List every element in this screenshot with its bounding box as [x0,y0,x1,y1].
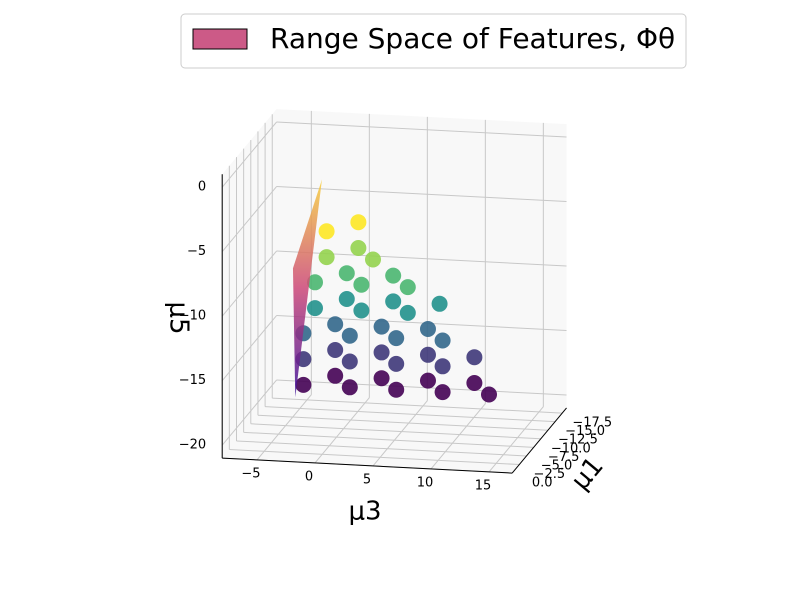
axis-line [222,457,513,474]
z-tick-label: −5 [187,244,206,259]
point [327,316,344,333]
grid-line [236,440,527,457]
point [365,251,381,268]
point [481,386,497,403]
x-tick-label: −5 [241,466,260,481]
point [338,291,355,308]
point [318,223,335,240]
grid-line [276,186,567,203]
grid-line [229,449,520,466]
z-tick-label: −10 [179,309,206,324]
grid-line [488,406,544,473]
point [327,367,344,384]
grid-line [221,250,277,317]
point [350,214,367,231]
x-tick-label: 15 [475,478,492,493]
point [338,265,355,282]
x-axis-label: μ3 [348,497,381,527]
z-tick-label: −20 [179,438,206,453]
grid-line [221,379,277,446]
y-tick-label: −15.0 [565,424,605,439]
grid-line [221,315,277,382]
legend-box [180,13,687,69]
grid-line [314,397,370,464]
x-tick-label: 10 [417,475,434,490]
point [419,321,436,338]
point [350,240,367,257]
point [388,381,405,398]
point [419,372,436,389]
point [399,304,416,321]
y-tick-label: −2.5 [534,467,566,482]
grid-line [257,414,548,431]
y-tick-label: −12.5 [558,433,598,448]
point [373,318,390,335]
grid-line [265,406,556,423]
y-tick-label: −5.0 [541,458,573,473]
point [353,276,370,293]
grid-line [250,423,541,440]
z-axis-label: μ5 [164,301,194,334]
grid-line [272,397,563,414]
grid-line [221,121,277,188]
legend-label: Range Space of Features, Φθ [270,22,675,55]
y-tick-label: −7.5 [548,450,580,465]
grid-line [276,379,567,396]
y-tick-label: 0.0 [532,476,553,491]
point [341,379,358,396]
point [466,349,483,366]
grid-line [256,394,312,461]
x-tick-label: 5 [363,472,371,487]
point [388,330,405,347]
x-tick-label: 0 [305,469,313,484]
point [419,346,436,363]
point [341,327,358,344]
point [434,358,451,375]
grid-line [372,400,428,467]
z-tick-label: −15 [179,373,206,388]
grid-line [430,403,486,470]
point [318,249,335,266]
point [353,302,370,319]
grid-line [276,315,567,332]
point [295,376,312,393]
z-tick-label: 0 [198,180,206,195]
point [307,274,323,291]
point [327,342,344,359]
point [434,332,451,349]
point [307,300,323,317]
grid-line [243,431,534,448]
axis-line [511,407,567,474]
point [385,293,402,310]
point [434,384,451,401]
y-tick-label: −10.0 [551,441,591,456]
point [341,353,358,370]
y-tick-label: −17.5 [572,416,612,431]
point [373,370,390,387]
point [466,375,483,392]
point [385,267,402,284]
surface [292,179,322,398]
legend-patch [192,28,248,50]
grid-line [221,186,277,253]
pane [222,392,567,474]
point [373,344,390,361]
point [388,355,405,372]
point [399,279,416,296]
grid-line [276,121,567,138]
point [431,295,448,312]
